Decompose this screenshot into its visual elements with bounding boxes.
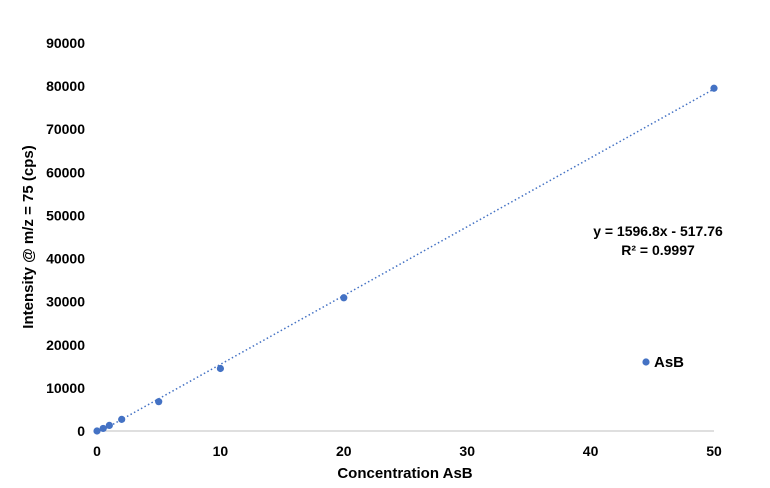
y-tick-label: 50000 [46,207,85,223]
y-tick-label: 60000 [46,164,85,180]
x-tick-label: 40 [583,443,599,459]
y-tick-label: 0 [77,423,85,439]
trendline [102,88,715,431]
data-point [155,398,163,406]
data-point [710,84,718,92]
data-point [216,364,224,373]
y-axis-title: Intensity @ m/z = 75 (cps) [20,145,37,328]
legend-label: AsB [654,354,684,371]
y-tick-label: 20000 [46,337,85,353]
x-tick-label: 50 [706,443,722,459]
y-tick-label: 70000 [46,121,85,137]
y-tick-label: 10000 [46,380,85,396]
y-axis-ticks: 0 10000 20000 30000 40000 50000 60000 70000 8000… [46,35,85,439]
x-tick-label: 10 [213,443,229,459]
y-tick-label: 90000 [46,35,85,51]
data-point [340,294,348,302]
x-axis-ticks: 0 10 20 30 40 50 [93,443,722,459]
legend-marker [642,358,650,366]
y-tick-label: 80000 [46,78,85,94]
data-point [105,421,113,429]
y-tick-label: 30000 [46,294,85,310]
data-point [118,415,126,423]
data-point [99,424,107,433]
x-tick-label: 30 [459,443,475,459]
data-points [93,84,718,435]
trendline-equation: y = 1596.8x - 517.76 [593,223,723,239]
x-tick-label: 0 [93,443,101,459]
x-tick-label: 20 [336,443,352,459]
trendline-r-squared: R² = 0.9997 [621,242,695,258]
data-point [93,427,101,435]
y-tick-label: 40000 [46,251,85,267]
legend: AsB [642,354,684,371]
x-axis-title: Concentration AsB [337,465,472,482]
